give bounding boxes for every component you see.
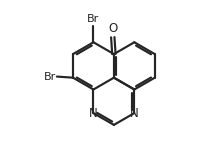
- Text: O: O: [108, 22, 117, 35]
- Text: N: N: [89, 107, 98, 120]
- Text: Br: Br: [43, 72, 56, 82]
- Text: Br: Br: [87, 14, 100, 24]
- Text: N: N: [130, 107, 139, 120]
